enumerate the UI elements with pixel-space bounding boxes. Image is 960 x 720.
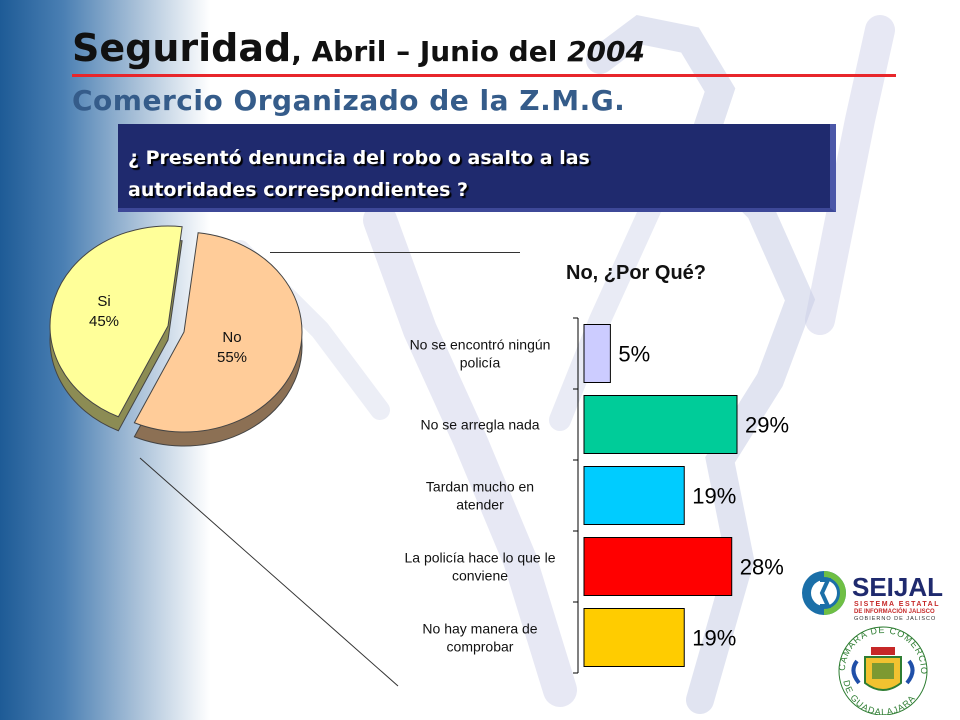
question-line-2: autoridades correspondientes ? — [128, 179, 469, 201]
pie-value-si: 45% — [89, 313, 119, 330]
bar-1 — [583, 324, 611, 383]
camara-comercio-logo: CAMARA DE COMERCIO DE GUADALAJARA — [837, 625, 928, 715]
bar-value-label-3: 19% — [692, 484, 736, 509]
bar-category-label-1: policía — [460, 355, 501, 371]
seijal-logo: SEIJAL SISTEMA ESTATAL DE INFORMACIÓN JA… — [802, 571, 943, 622]
seijal-line-2: DE INFORMACIÓN JALISCO — [854, 607, 935, 615]
bar-category-label-3: atender — [456, 497, 504, 513]
page-subtitle: Comercio Organizado de la Z.M.G. — [72, 84, 626, 117]
seijal-line-3: GOBIERNO DE JALISCO — [854, 616, 936, 622]
question-banner — [118, 124, 836, 212]
bar-category-label-5: comprobar — [447, 639, 514, 655]
title-main: Seguridad — [72, 26, 292, 70]
bar-4 — [583, 537, 733, 596]
pie-label-si: Si — [97, 293, 110, 310]
bar-value-label-5: 19% — [692, 626, 736, 651]
question-text: ¿ Presentó denuncia del robo o asalto a … — [128, 142, 788, 206]
bar-category-label-2: No se arregla nada — [420, 417, 539, 433]
pie-value-no: 55% — [217, 349, 247, 366]
pie-slice-si — [49, 225, 183, 418]
bar-category-label-4: La policía hace lo que le — [405, 550, 556, 566]
page-title: Seguridad, Abril – Junio del 2004 — [72, 26, 645, 70]
bar-value-label-4: 28% — [740, 555, 784, 580]
title-rest: , Abril – Junio del — [291, 35, 568, 68]
bar-category-label-1: No se encontró ningún — [410, 337, 551, 353]
divider-line — [270, 252, 520, 253]
bar-chart: 5% No se encontró ningún policía 29% No se a… — [405, 317, 789, 674]
question-line-1: ¿ Presentó denuncia del robo o asalto a … — [128, 147, 590, 169]
bar-value-label-2: 29% — [745, 413, 789, 438]
bar-category-label-4: conviene — [452, 568, 508, 584]
title-underline — [72, 74, 896, 77]
title-year: 2004 — [567, 35, 645, 68]
pie-slice-no — [133, 232, 303, 433]
seijal-line-1: SISTEMA ESTATAL — [854, 601, 940, 608]
bar-category-label-5: No hay manera de — [422, 621, 537, 637]
bar-chart-title: No, ¿Por Qué? — [566, 262, 706, 284]
seijal-name: SEIJAL — [852, 572, 943, 602]
decorative-diagonal — [139, 457, 399, 687]
pie-label-no: No — [222, 329, 241, 346]
bar-3 — [583, 466, 685, 525]
bar-category-label-3: Tardan mucho en — [426, 479, 534, 495]
bar-value-label-1: 5% — [618, 342, 650, 367]
pie-chart: Si 45% No 55% — [49, 225, 303, 447]
bar-5 — [583, 608, 685, 667]
bar-2 — [583, 395, 738, 454]
